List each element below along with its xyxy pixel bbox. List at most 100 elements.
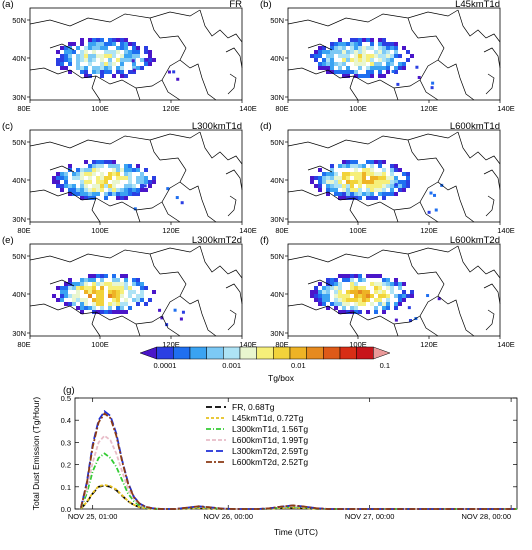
emission-cell	[84, 160, 88, 164]
emission-cell	[427, 210, 431, 214]
emission-cell	[330, 278, 334, 282]
emission-cell	[152, 180, 156, 184]
emission-cell	[366, 168, 370, 172]
panel-title: FR	[229, 0, 242, 10]
emission-cell	[144, 62, 148, 66]
emission-cell	[314, 54, 318, 58]
emission-cell	[56, 172, 60, 176]
emission-cell	[92, 160, 96, 164]
x-tick-label: NOV 26, 00:00	[203, 512, 253, 521]
emission-cell	[398, 62, 402, 66]
emission-cell	[334, 172, 338, 176]
emission-cell	[342, 164, 346, 168]
emission-cell	[330, 62, 334, 66]
emission-cell	[362, 50, 366, 54]
emission-cell	[136, 66, 140, 70]
emission-cell	[334, 306, 338, 310]
map-boundary	[287, 9, 459, 27]
emission-cell	[80, 50, 84, 54]
emission-cell	[112, 310, 116, 314]
emission-cell	[354, 50, 358, 54]
panel-title: L300kmT2d	[192, 235, 242, 246]
emission-cell	[390, 188, 394, 192]
lat-tick-label: 50N	[270, 16, 284, 25]
emission-cell	[350, 282, 354, 286]
emission-cell	[338, 38, 342, 42]
emission-cell	[378, 58, 382, 62]
emission-cell	[116, 168, 120, 172]
emission-cell	[100, 58, 104, 62]
emission-cell	[132, 46, 136, 50]
emission-cell	[68, 302, 72, 306]
emission-cell	[108, 54, 112, 58]
emission-cell	[378, 164, 382, 168]
emission-cell	[72, 298, 76, 302]
emission-cell	[378, 66, 382, 70]
emission-cell	[358, 298, 362, 302]
lat-tick-label: 30N	[12, 93, 26, 102]
emission-cell	[120, 66, 124, 70]
emission-cell	[362, 58, 366, 62]
emission-cell	[346, 310, 350, 314]
panel-label: (d)	[260, 121, 272, 132]
emission-cell	[342, 192, 346, 196]
emission-cell	[116, 294, 120, 298]
emission-cell	[120, 62, 124, 66]
emission-cell	[108, 176, 112, 180]
lat-tick-label: 50N	[270, 138, 284, 147]
emission-cell	[92, 164, 96, 168]
emission-cell	[346, 294, 350, 298]
emission-cell	[382, 168, 386, 172]
emission-cell	[358, 176, 362, 180]
emission-cell	[124, 46, 128, 50]
emission-cell	[398, 168, 402, 172]
emission-cell	[346, 58, 350, 62]
emission-cell	[394, 164, 398, 168]
emission-cell	[366, 274, 370, 278]
emission-cell	[140, 298, 144, 302]
emission-cell	[68, 188, 72, 192]
emission-cell	[322, 302, 326, 306]
emission-cell	[72, 282, 76, 286]
emission-cell	[318, 290, 322, 294]
emission-cell	[116, 50, 120, 54]
emission-cell	[136, 164, 140, 168]
lon-tick-label: 140E	[239, 104, 257, 113]
emission-cell	[96, 46, 100, 50]
emission-cell	[68, 278, 72, 282]
emission-cell	[84, 286, 88, 290]
emission-cell	[175, 196, 179, 200]
emission-cell	[366, 54, 370, 58]
emission-cell	[80, 54, 84, 58]
emission-cell	[181, 310, 185, 314]
emission-cell	[100, 42, 104, 46]
emission-cell	[386, 58, 390, 62]
emission-cell	[116, 302, 120, 306]
emission-cell	[116, 176, 120, 180]
emission-cell	[108, 184, 112, 188]
emission-cell	[354, 172, 358, 176]
emission-cell	[80, 176, 84, 180]
lon-tick-label: 100E	[91, 226, 109, 235]
emission-cell	[143, 184, 147, 188]
emission-cell	[330, 42, 334, 46]
emission-cell	[108, 306, 112, 310]
emission-cell	[124, 184, 128, 188]
emission-cell	[152, 176, 156, 180]
emission-cell	[378, 286, 382, 290]
panel-label: (e)	[2, 235, 14, 246]
emission-cell	[370, 58, 374, 62]
emission-cell	[374, 50, 378, 54]
emission-cell	[116, 282, 120, 286]
emission-cell	[148, 58, 152, 62]
emission-cell	[326, 286, 330, 290]
x-axis-title: Time (UTC)	[274, 527, 318, 537]
emission-cell	[362, 176, 366, 180]
emission-cell	[382, 160, 386, 164]
colorbar-cell	[373, 346, 391, 360]
emission-cell	[108, 164, 112, 168]
emission-cell	[310, 294, 314, 298]
emission-cell	[112, 188, 116, 192]
emission-cell	[370, 188, 374, 192]
emission-cell	[104, 50, 108, 54]
